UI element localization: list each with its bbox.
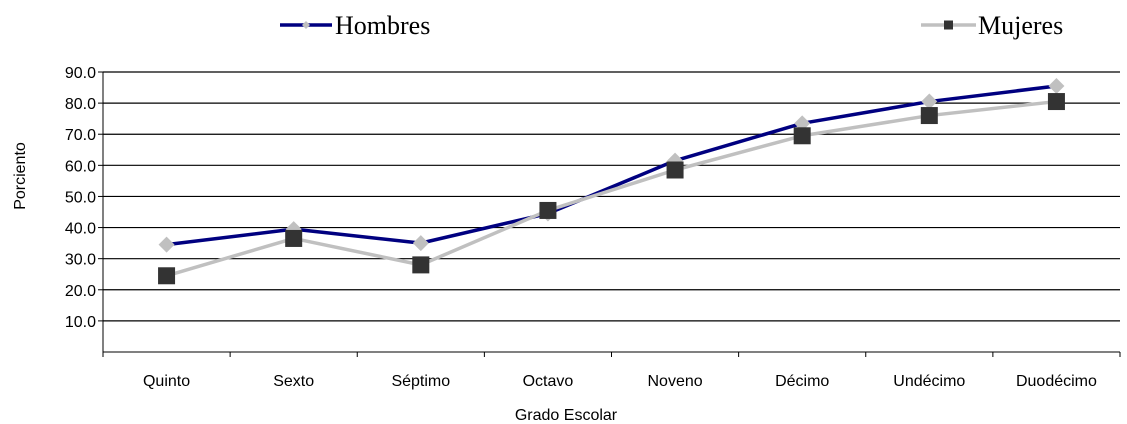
legend-item-hombres: Hombres [280,11,430,40]
legend-label-hombres: Hombres [335,11,430,40]
y-tick-label: 80.0 [65,96,96,113]
series-line-hombres [166,84,1057,247]
x-tick-label-octavo: Octavo [523,373,574,390]
y-tick-label: 70.0 [65,127,96,144]
x-tick-label-duodecimo: Duodécimo [1016,373,1097,390]
data-point-hombres-undecimo [921,93,938,110]
data-point-mujeres-decimo [793,127,811,145]
data-point-mujeres-sexto [285,229,303,247]
x-tick-label-noveno: Noveno [647,373,702,390]
y-tick-label: 90.0 [65,65,96,82]
y-tick-label: 20.0 [65,283,96,300]
y-tick-label: 40.0 [65,221,96,238]
data-point-mujeres-septimo [412,256,430,274]
series-layer [158,78,1065,285]
x-tick-label-undecimo: Undécimo [893,373,965,390]
x-tick-label-sexto: Sexto [273,373,314,390]
y-tick-label: 50.0 [65,189,96,206]
data-point-mujeres-duodecimo [1047,93,1065,111]
data-point-mujeres-octavo [539,201,557,219]
data-point-mujeres-noveno [666,161,684,179]
x-tick-label-quinto: Quinto [143,373,190,390]
data-point-hombres-duodecimo [1048,78,1065,94]
x-tick-label-decimo: Décimo [775,373,829,390]
x-tick-label-septimo: Séptimo [391,373,450,390]
axes: 10.0 20.0 30.0 40.0 50.0 60.0 70.0 80.0 90.0 Quin… [65,65,1121,390]
legend-item-mujeres: Mujeres [921,11,1063,40]
legend-marker-hombres [302,21,310,29]
legend-label-mujeres: Mujeres [978,11,1063,40]
data-point-hombres-quinto [158,236,175,253]
y-tick-label: 30.0 [65,252,96,269]
gridlines [103,71,1120,322]
y-tick-label: 10.0 [65,314,96,331]
data-point-mujeres-quinto [158,267,176,285]
y-axis-title: Porciento [12,142,29,210]
legend-marker-mujeres [944,20,953,30]
series-line-mujeres [166,99,1057,278]
data-point-mujeres-undecimo [920,107,938,125]
series-mujeres [158,93,1065,285]
x-axis-title: Grado Escolar [515,407,618,424]
data-point-hombres-septimo [412,235,429,252]
legend: Hombres Mujeres [280,11,1063,40]
y-tick-label: 60.0 [65,158,96,175]
